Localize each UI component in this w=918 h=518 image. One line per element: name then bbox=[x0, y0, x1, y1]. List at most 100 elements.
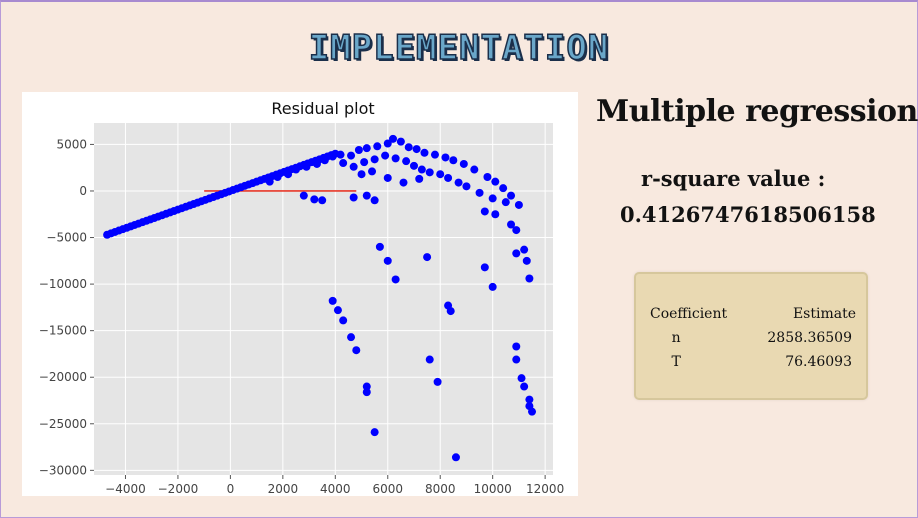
scatter-point bbox=[399, 178, 408, 187]
scatter-point bbox=[396, 137, 405, 146]
y-tick-label: −25000 bbox=[39, 417, 87, 431]
plot-area bbox=[94, 123, 553, 475]
scatter-point bbox=[415, 174, 424, 183]
scatter-points bbox=[103, 134, 537, 462]
scatter-point bbox=[318, 196, 327, 205]
scatter-point bbox=[354, 146, 363, 155]
scatter-point bbox=[273, 173, 282, 182]
scatter-point bbox=[441, 153, 450, 162]
r-square-label: r-square value : bbox=[641, 166, 826, 191]
scatter-point bbox=[423, 253, 432, 262]
scatter-point bbox=[507, 191, 516, 200]
coefficient-estimate: 2858.36509 bbox=[767, 330, 852, 346]
scatter-point bbox=[454, 178, 463, 187]
y-tick-label: −10000 bbox=[39, 277, 87, 291]
scatter-point bbox=[310, 195, 319, 204]
scatter-point bbox=[499, 184, 508, 193]
scatter-point bbox=[512, 226, 521, 235]
scatter-point bbox=[520, 245, 529, 254]
residual-plot-svg: −4000 −2000 0 2000 4000 6000 8000 10000 12000500… bbox=[39, 99, 564, 496]
coefficient-row: T 76.46093 bbox=[646, 350, 856, 374]
scatter-point bbox=[370, 155, 379, 164]
scatter-point bbox=[373, 142, 382, 151]
scatter-point bbox=[488, 282, 497, 291]
regression-heading: Multiple regression bbox=[596, 94, 918, 129]
scatter-point bbox=[436, 170, 445, 179]
r-square-value: 0.4126747618506158 bbox=[620, 202, 876, 227]
x-tick-label: 10000 bbox=[474, 482, 512, 496]
scatter-point bbox=[446, 307, 455, 316]
scatter-point bbox=[328, 152, 337, 161]
scatter-point bbox=[409, 161, 418, 170]
scatter-point bbox=[360, 158, 369, 167]
scatter-point bbox=[430, 150, 439, 159]
scatter-point bbox=[370, 428, 379, 437]
scatter-point bbox=[349, 193, 358, 202]
y-tick-label: 0 bbox=[79, 184, 87, 198]
scatter-point bbox=[347, 333, 356, 342]
y-tick-label: −5000 bbox=[46, 231, 87, 245]
coefficient-row: n 2858.36509 bbox=[646, 326, 856, 350]
estimate-header: Estimate bbox=[792, 306, 856, 322]
scatter-point bbox=[522, 256, 531, 265]
x-tick-label: −2000 bbox=[158, 482, 199, 496]
coefficient-header: Coefficient bbox=[650, 306, 728, 322]
scatter-point bbox=[357, 170, 366, 179]
x-tick-label: 2000 bbox=[268, 482, 299, 496]
coefficient-header-row: Coefficient Estimate bbox=[646, 302, 856, 326]
y-tick-label: −30000 bbox=[39, 463, 87, 477]
coefficient-table: Coefficient Estimate n 2858.36509 T 76.4… bbox=[646, 302, 856, 374]
scatter-point bbox=[433, 377, 442, 386]
scatter-point bbox=[520, 382, 529, 391]
scatter-point bbox=[389, 134, 398, 143]
scatter-point bbox=[381, 151, 390, 160]
y-tick-label: −20000 bbox=[39, 370, 87, 384]
scatter-point bbox=[475, 188, 484, 197]
scatter-point bbox=[528, 407, 537, 416]
scatter-point bbox=[347, 151, 356, 160]
scatter-point bbox=[525, 395, 534, 404]
grid-lines bbox=[94, 123, 553, 475]
scatter-point bbox=[512, 355, 521, 364]
scatter-point bbox=[512, 249, 521, 258]
scatter-point bbox=[425, 168, 434, 177]
scatter-point bbox=[525, 274, 534, 283]
scatter-point bbox=[459, 159, 468, 168]
scatter-point bbox=[483, 173, 492, 182]
scatter-point bbox=[362, 388, 371, 397]
scatter-point bbox=[451, 453, 460, 462]
scatter-point bbox=[512, 342, 521, 351]
scatter-point bbox=[339, 159, 348, 168]
scatter-point bbox=[299, 191, 308, 200]
scatter-point bbox=[383, 256, 392, 265]
scatter-point bbox=[370, 196, 379, 205]
scatter-point bbox=[339, 316, 348, 325]
coefficient-estimate: 76.46093 bbox=[785, 354, 852, 370]
scatter-point bbox=[480, 207, 489, 216]
x-tick-label: 6000 bbox=[372, 482, 403, 496]
scatter-point bbox=[362, 144, 371, 153]
scatter-point bbox=[444, 173, 453, 182]
x-tick-label: 0 bbox=[227, 482, 235, 496]
scatter-point bbox=[517, 374, 526, 383]
scatter-point bbox=[404, 143, 413, 152]
scatter-point bbox=[302, 162, 311, 171]
scatter-point bbox=[383, 139, 392, 148]
scatter-point bbox=[265, 177, 274, 186]
scatter-point bbox=[320, 156, 329, 165]
axis-ticks: −4000 −2000 0 2000 4000 6000 8000 10000 12000500… bbox=[39, 137, 564, 496]
scatter-point bbox=[480, 263, 489, 272]
scatter-point bbox=[402, 157, 411, 166]
scatter-point bbox=[507, 220, 516, 229]
scatter-point bbox=[284, 170, 293, 179]
chart-title: Residual plot bbox=[271, 99, 374, 118]
scatter-point bbox=[368, 167, 377, 176]
scatter-point bbox=[449, 156, 458, 165]
scatter-point bbox=[412, 145, 421, 154]
scatter-point bbox=[470, 165, 479, 174]
scatter-point bbox=[391, 154, 400, 163]
scatter-point bbox=[375, 242, 384, 251]
scatter-point bbox=[349, 162, 358, 171]
scatter-point bbox=[491, 210, 500, 219]
x-tick-label: 4000 bbox=[320, 482, 351, 496]
